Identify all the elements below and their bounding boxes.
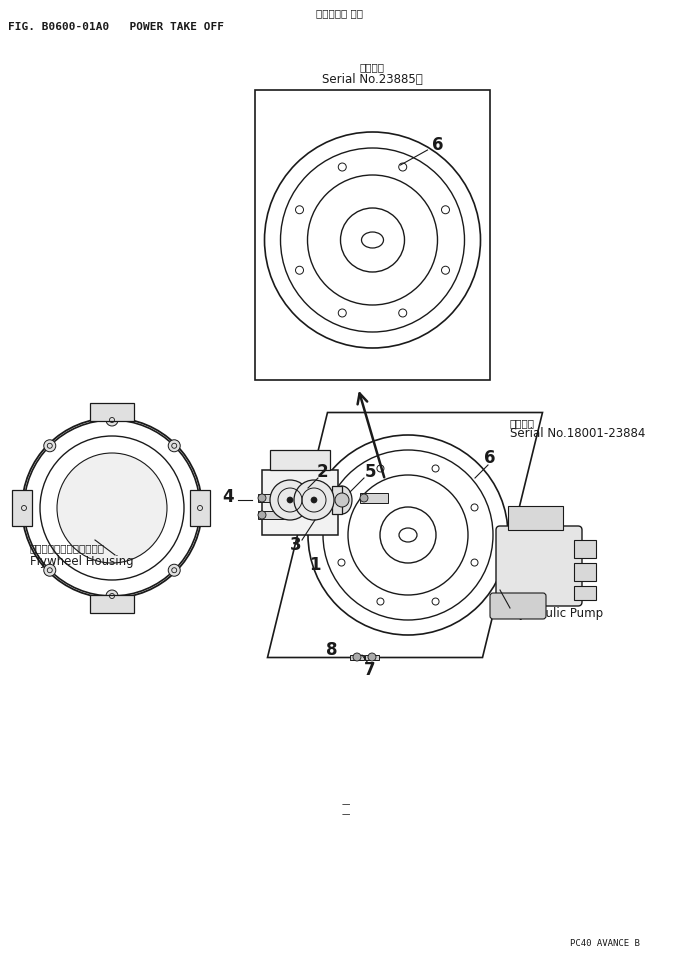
Ellipse shape	[332, 486, 352, 514]
Text: フライホイールハウジング: フライホイールハウジング	[30, 543, 105, 553]
Text: 2: 2	[316, 463, 328, 481]
Circle shape	[258, 494, 266, 502]
Bar	[258, 511, 288, 519]
Text: 5: 5	[364, 463, 376, 481]
Bar	[574, 540, 596, 558]
Bar	[90, 595, 134, 613]
FancyBboxPatch shape	[496, 526, 582, 606]
Bar	[258, 494, 288, 502]
Text: Serial No.18001-23884: Serial No.18001-23884	[510, 427, 646, 440]
Text: 適用号機: 適用号機	[510, 418, 535, 428]
Text: 6: 6	[484, 449, 495, 467]
Circle shape	[258, 511, 266, 519]
Circle shape	[168, 440, 180, 452]
Bar	[270, 450, 330, 470]
Text: 適用号機: 適用号機	[360, 62, 385, 72]
Bar	[190, 490, 210, 526]
Bar	[365, 655, 379, 660]
Text: 4: 4	[222, 488, 234, 506]
Text: パワーテク オフ: パワーテク オフ	[316, 8, 363, 18]
Circle shape	[57, 453, 167, 563]
Text: 3: 3	[290, 536, 302, 554]
Circle shape	[194, 502, 206, 514]
Circle shape	[106, 590, 118, 602]
Circle shape	[18, 502, 30, 514]
Text: PC40 AVANCE B: PC40 AVANCE B	[570, 939, 640, 948]
Text: FIG. B0600-01A0   POWER TAKE OFF: FIG. B0600-01A0 POWER TAKE OFF	[8, 22, 224, 32]
Text: 8: 8	[326, 641, 338, 659]
Bar	[508, 506, 563, 530]
FancyBboxPatch shape	[490, 593, 546, 619]
Circle shape	[368, 653, 376, 661]
Bar	[90, 403, 134, 421]
Circle shape	[311, 497, 317, 503]
Circle shape	[294, 480, 334, 520]
Polygon shape	[268, 413, 543, 657]
Text: 6: 6	[432, 136, 444, 154]
Circle shape	[168, 564, 180, 576]
Text: Serial No.23885－: Serial No.23885－	[322, 73, 423, 86]
Bar	[332, 486, 342, 514]
Circle shape	[287, 497, 293, 503]
Circle shape	[360, 494, 368, 502]
Bar	[255, 90, 490, 380]
Circle shape	[106, 414, 118, 426]
Text: —: —	[342, 810, 350, 819]
Bar	[574, 586, 596, 600]
Bar	[262, 470, 338, 535]
Circle shape	[22, 418, 202, 598]
Text: 1: 1	[309, 556, 321, 574]
Text: ハイドロリックポンプ: ハイドロリックポンプ	[510, 595, 572, 605]
Bar	[12, 490, 32, 526]
Bar	[574, 563, 596, 581]
Text: Flywheel Housing: Flywheel Housing	[30, 556, 134, 568]
Circle shape	[44, 440, 56, 452]
Text: —: —	[342, 801, 350, 810]
Text: Hydraulic Pump: Hydraulic Pump	[510, 607, 603, 621]
Circle shape	[44, 564, 56, 576]
Circle shape	[270, 480, 310, 520]
Text: 7: 7	[364, 661, 376, 679]
Circle shape	[353, 653, 361, 661]
Bar	[350, 655, 364, 660]
Circle shape	[335, 493, 349, 507]
Bar	[360, 493, 388, 503]
